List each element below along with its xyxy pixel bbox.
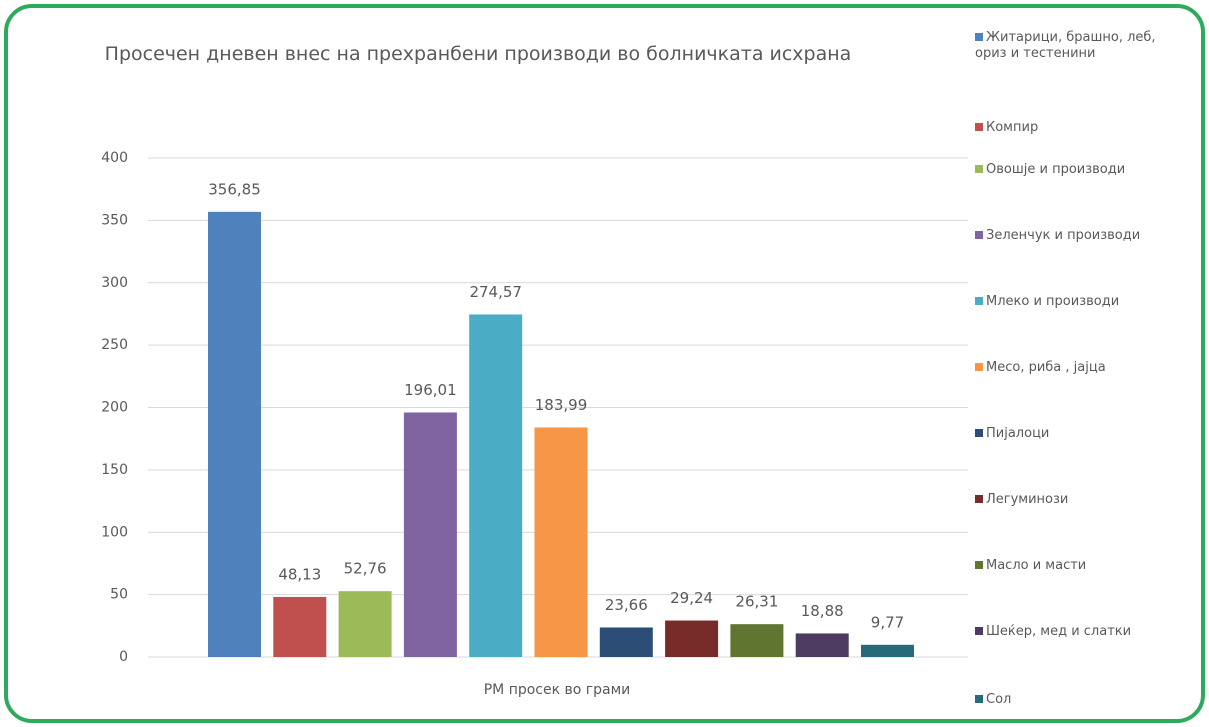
y-tick-label: 200 (101, 400, 128, 416)
data-label: 26,31 (735, 593, 778, 611)
y-tick-label: 0 (119, 649, 128, 665)
y-tick-label: 150 (101, 462, 128, 478)
legend-label: Пијалоци (986, 426, 1050, 441)
bar (403, 412, 457, 657)
legend-label: Шеќер, мед и слатки (986, 624, 1132, 639)
y-tick-label: 250 (101, 337, 128, 353)
legend-entry: Компир (975, 120, 1170, 136)
data-label: 356,85 (208, 180, 261, 198)
x-tick-label: РМ просек во грами (484, 682, 631, 698)
y-tick-label: 50 (110, 587, 128, 603)
bar (534, 427, 588, 657)
legend-label: Легуминози (986, 492, 1069, 507)
bar (730, 624, 784, 657)
legend-label: Сол (986, 692, 1012, 707)
legend-entry: Легуминози (975, 492, 1170, 508)
data-label: 52,76 (344, 560, 387, 578)
bar (665, 620, 719, 657)
bar (469, 314, 523, 657)
data-label: 274,57 (469, 283, 522, 301)
bar (338, 591, 392, 657)
legend-label: Овошје и производи (986, 162, 1126, 177)
legend-swatch (975, 165, 983, 173)
legend-swatch (975, 123, 983, 131)
legend-swatch (975, 363, 983, 371)
data-label: 48,13 (278, 565, 321, 583)
bar (795, 633, 849, 657)
legend-label: Зеленчук и производи (986, 228, 1141, 243)
legend-swatch (975, 627, 983, 635)
legend-label: Млеко и производи (986, 294, 1120, 309)
legend-swatch (975, 561, 983, 569)
legend-entry: Масло и масти (975, 558, 1170, 574)
bar (208, 211, 261, 657)
legend-entry: Месо, риба , јајца (975, 360, 1170, 376)
legend-swatch (975, 33, 983, 41)
legend-swatch (975, 231, 983, 239)
data-label: 18,88 (801, 602, 844, 620)
data-label: 29,24 (670, 589, 713, 607)
legend-label: Компир (986, 120, 1039, 135)
legend-label: Масло и масти (986, 558, 1087, 573)
legend-entry: Зеленчук и производи (975, 228, 1170, 244)
data-label: 9,77 (871, 613, 904, 631)
legend-label: Житарици, брашно, леб, ориз и тестенини (975, 30, 1156, 61)
bar (273, 596, 327, 657)
legend-entry: Пијалоци (975, 426, 1170, 442)
bar (861, 644, 914, 657)
legend-swatch (975, 495, 983, 503)
data-label: 23,66 (605, 596, 648, 614)
chart-title: Просечен дневен внес на прехранбени прои… (104, 43, 852, 65)
legend-entry: Шеќер, мед и слатки (975, 624, 1170, 640)
bar (599, 627, 653, 657)
data-label: 183,99 (535, 396, 588, 414)
y-tick-label: 300 (101, 275, 128, 291)
y-tick-label: 400 (101, 150, 128, 166)
legend-entry: Овошје и производи (975, 162, 1170, 178)
legend-swatch (975, 695, 983, 703)
y-tick-label: 350 (101, 212, 128, 228)
legend-entry: Житарици, брашно, леб, ориз и тестенини (975, 30, 1170, 62)
legend-swatch (975, 429, 983, 437)
data-label: 196,01 (404, 381, 457, 399)
frame (4, 4, 1205, 723)
legend-entry: Сол (975, 692, 1170, 708)
y-tick-label: 100 (101, 524, 128, 540)
legend-label: Месо, риба , јајца (986, 360, 1106, 375)
legend-entry: Млеко и производи (975, 294, 1170, 310)
legend-swatch (975, 297, 983, 305)
